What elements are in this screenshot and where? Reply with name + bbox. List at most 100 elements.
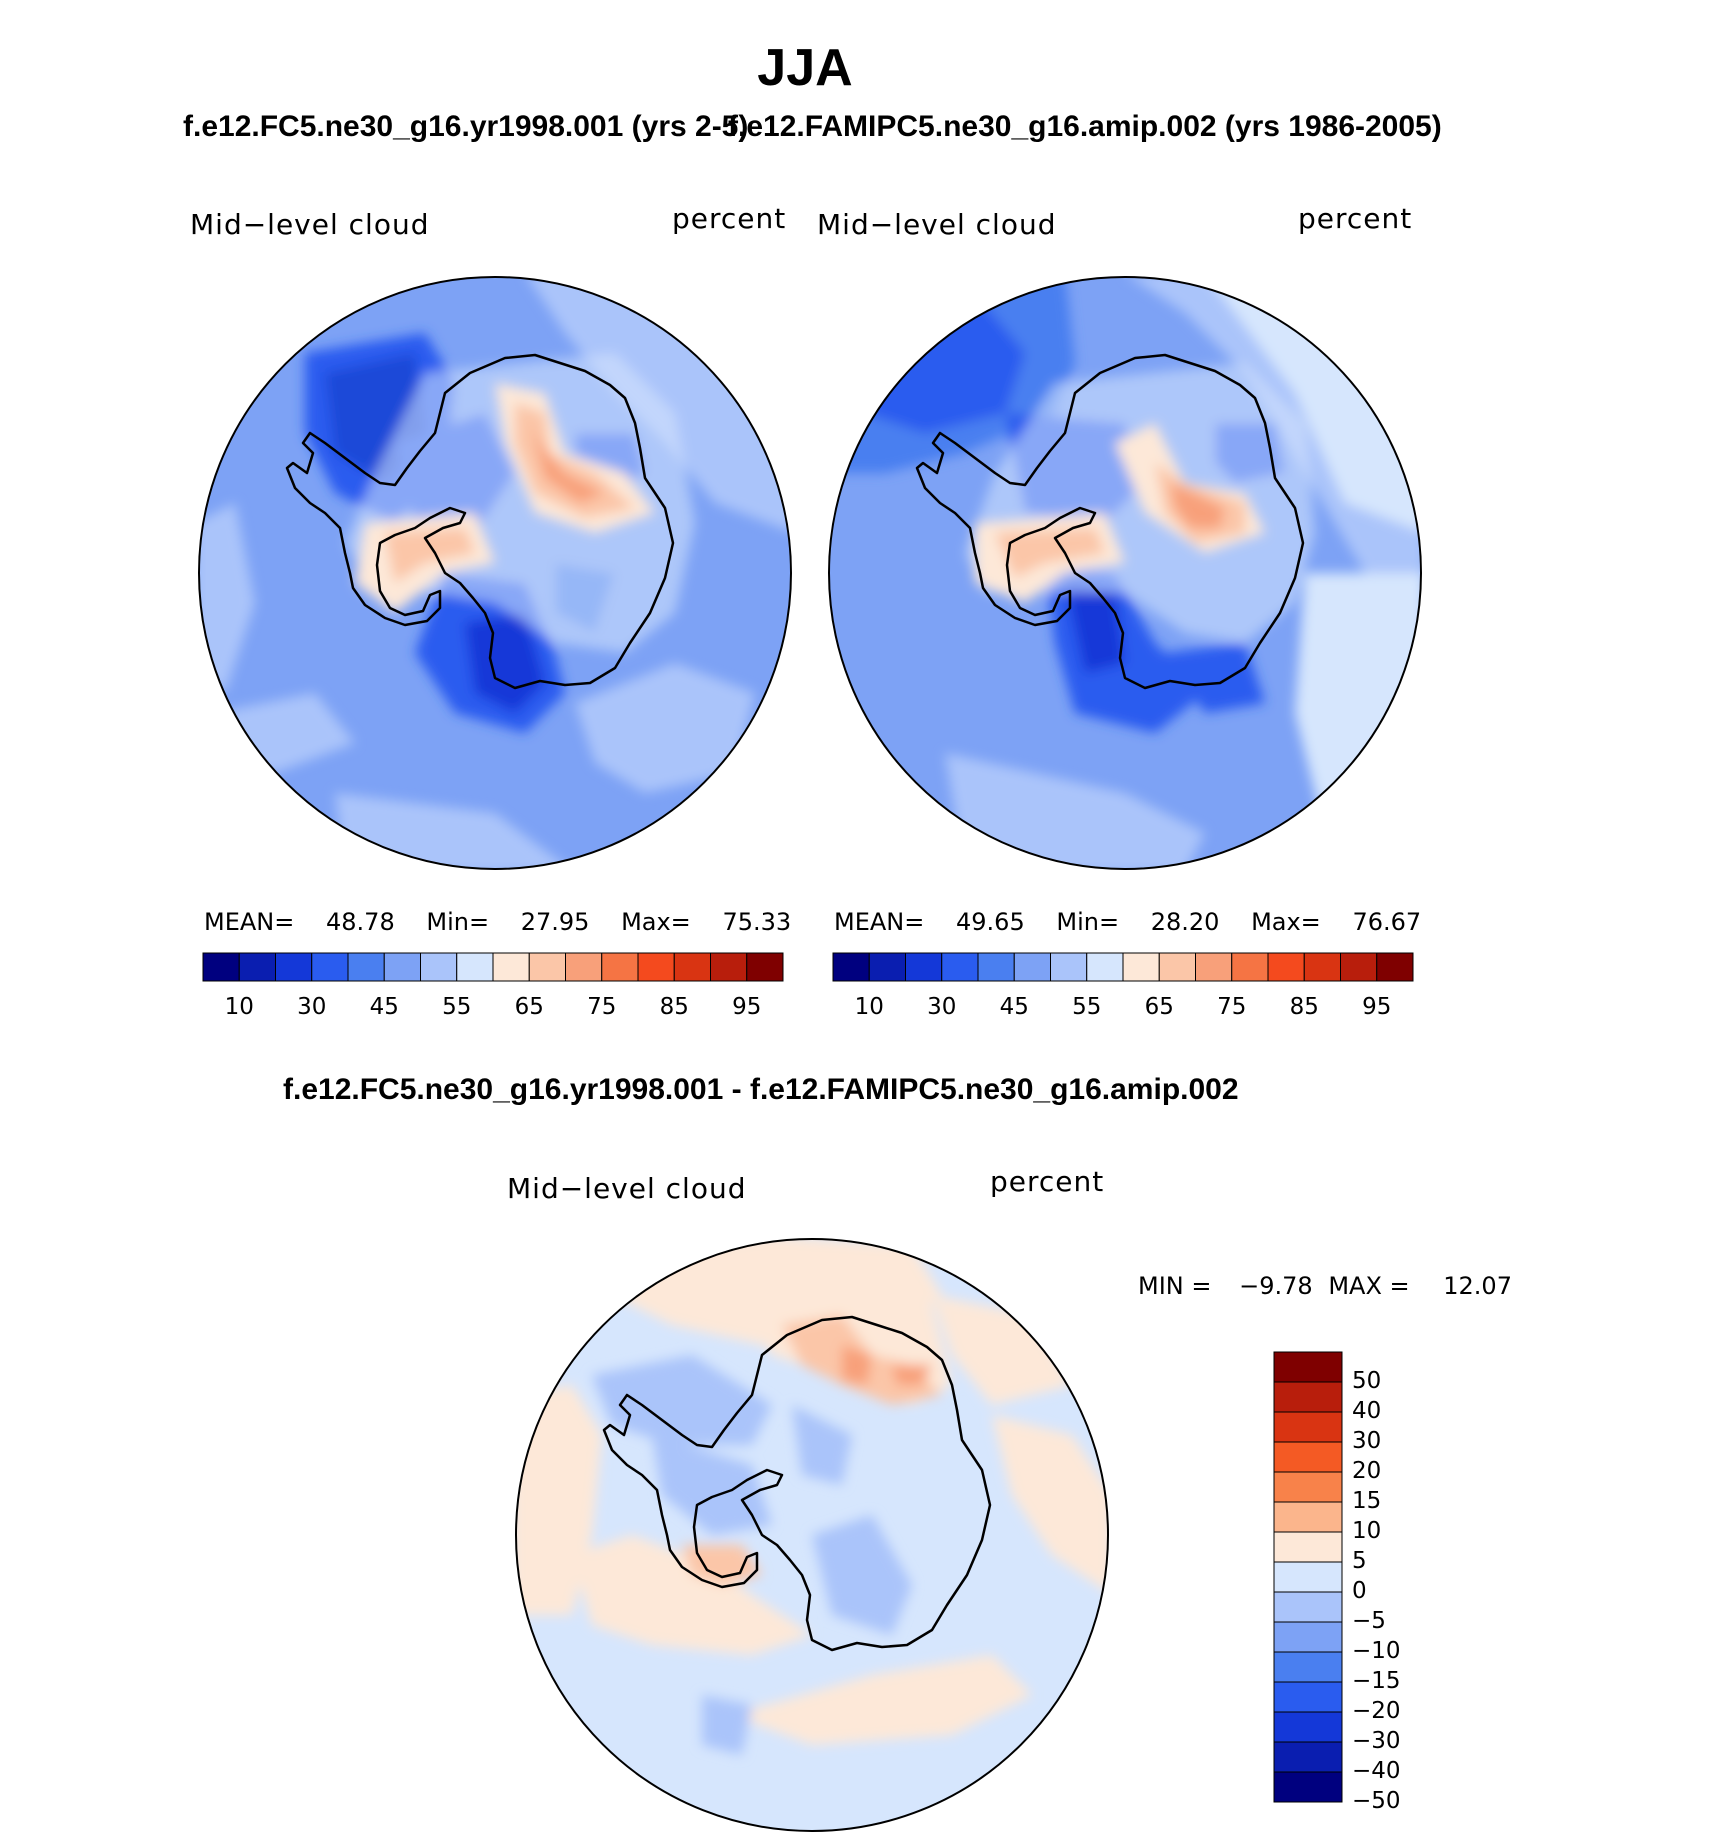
diff-map-field xyxy=(992,1415,1108,1595)
diff-map-field xyxy=(572,1535,812,1655)
colorbar-tick-label: 55 xyxy=(1072,994,1102,1020)
colorbar-swatch xyxy=(637,952,675,982)
colorbar-swatch xyxy=(1231,952,1269,982)
right-map-field xyxy=(945,753,1205,869)
colorbar-tick-label: 65 xyxy=(1144,994,1174,1020)
colorbar-tick-label: −15 xyxy=(1352,1668,1401,1694)
colorbar-swatch xyxy=(1086,952,1124,982)
colorbar-swatch xyxy=(1273,1531,1343,1563)
left-mean-label: MEAN= xyxy=(204,908,295,936)
colorbar-swatch xyxy=(941,952,979,982)
diff-map-field xyxy=(932,1295,1072,1405)
right-mean-label: MEAN= xyxy=(834,908,925,936)
right-colorbar xyxy=(832,952,1414,982)
colorbar-tick-label: 10 xyxy=(224,994,254,1020)
figure-title: JJA xyxy=(757,39,853,97)
colorbar-swatch xyxy=(673,952,711,982)
diff-map-field xyxy=(682,1545,762,1585)
colorbar-tick-label: 30 xyxy=(297,994,327,1020)
left-stats: MEAN= 48.78 Min= 27.95 Max= 75.33 xyxy=(204,908,791,936)
colorbar-swatch xyxy=(1303,952,1341,982)
left-min-label: Min= xyxy=(426,908,490,936)
colorbar-swatch xyxy=(1273,1711,1343,1743)
diff-map-field xyxy=(652,1435,772,1535)
colorbar-swatch xyxy=(202,952,240,982)
colorbar-swatch xyxy=(905,952,943,982)
colorbar-swatch xyxy=(1050,952,1088,982)
colorbar-swatch xyxy=(1267,952,1305,982)
right-units-label: percent xyxy=(1298,202,1413,235)
left-variable-label: Mid−level cloud xyxy=(190,208,430,241)
colorbar-tick-label: −40 xyxy=(1352,1758,1401,1784)
colorbar-swatch xyxy=(528,952,566,982)
diff-polar-map xyxy=(515,1238,1109,1832)
colorbar-tick-label: 45 xyxy=(369,994,399,1020)
colorbar-swatch xyxy=(1340,952,1378,982)
diff-map-field xyxy=(842,1345,872,1385)
colorbar-tick-label: 5 xyxy=(1352,1548,1367,1574)
colorbar-swatch xyxy=(492,952,530,982)
left-polar-map xyxy=(198,276,792,870)
colorbar-swatch xyxy=(238,952,276,982)
colorbar-swatch xyxy=(1273,1411,1343,1443)
colorbar-swatch xyxy=(420,952,458,982)
colorbar-swatch xyxy=(977,952,1015,982)
colorbar-tick-label: 30 xyxy=(927,994,957,1020)
colorbar-swatch xyxy=(1273,1351,1343,1383)
right-map-field xyxy=(1170,483,1225,528)
left-colorbar xyxy=(202,952,784,982)
diff-map-field xyxy=(732,1655,1032,1745)
colorbar-swatch xyxy=(1013,952,1051,982)
diff-antarctica-coastline xyxy=(602,1315,992,1652)
right-case-title: f.e12.FAMIPC5.ne30_g16.amip.002 (yrs 198… xyxy=(728,110,1442,143)
colorbar-swatch xyxy=(1273,1681,1343,1713)
colorbar-tick-label: 50 xyxy=(1352,1368,1382,1394)
colorbar-tick-label: 95 xyxy=(1362,994,1392,1020)
colorbar-swatch xyxy=(746,952,784,982)
diff-max-label: MAX = xyxy=(1328,1272,1410,1300)
colorbar-tick-label: 95 xyxy=(732,994,762,1020)
right-antarctica-coastline xyxy=(915,353,1305,690)
left-map-field xyxy=(530,423,605,503)
colorbar-swatch xyxy=(1273,1651,1343,1683)
left-mean-value: 48.78 xyxy=(326,908,395,936)
right-max-value: 76.67 xyxy=(1352,908,1422,936)
right-map-field xyxy=(995,528,1105,578)
colorbar-swatch xyxy=(868,952,906,982)
left-colorbar-ticks: 10 30 45 55 65 75 85 95 xyxy=(203,990,783,1020)
colorbar-tick-label: 75 xyxy=(587,994,617,1020)
diff-map-field xyxy=(812,1515,912,1635)
diff-variable-label: Mid−level cloud xyxy=(507,1172,747,1205)
diff-colorbar-ticks: 50 40 30 20 15 10 5 0 −5 −10 −15 −20 −30 −40 −50 xyxy=(1352,1352,1472,1814)
left-map-field xyxy=(575,663,755,793)
left-max-label: Max= xyxy=(621,908,691,936)
colorbar-tick-label: 55 xyxy=(442,994,472,1020)
diff-map-field xyxy=(892,1365,932,1385)
colorbar-swatch xyxy=(601,952,639,982)
diff-min-label: MIN = xyxy=(1138,1272,1212,1300)
colorbar-tick-label: −30 xyxy=(1352,1728,1401,1754)
colorbar-swatch xyxy=(1273,1621,1343,1653)
colorbar-swatch xyxy=(1273,1591,1343,1623)
colorbar-swatch xyxy=(832,952,870,982)
colorbar-tick-label: 30 xyxy=(1352,1428,1382,1454)
colorbar-tick-label: 65 xyxy=(514,994,544,1020)
diff-max-value: 12.07 xyxy=(1443,1272,1512,1300)
diff-minmax: MIN = −9.78 MAX = 12.07 xyxy=(1138,1272,1512,1300)
colorbar-tick-label: −20 xyxy=(1352,1698,1401,1724)
colorbar-tick-label: 20 xyxy=(1352,1458,1382,1484)
diff-colorbar xyxy=(1273,1351,1343,1803)
colorbar-swatch xyxy=(1195,952,1233,982)
left-map-field xyxy=(385,528,475,583)
colorbar-swatch xyxy=(1273,1741,1343,1773)
left-case-title: f.e12.FC5.ne30_g16.yr1998.001 (yrs 2-5) xyxy=(183,110,749,143)
colorbar-swatch xyxy=(1273,1771,1343,1803)
right-min-label: Min= xyxy=(1056,908,1120,936)
colorbar-swatch xyxy=(456,952,494,982)
colorbar-tick-label: 10 xyxy=(1352,1518,1382,1544)
colorbar-tick-label: 45 xyxy=(999,994,1029,1020)
colorbar-swatch xyxy=(1273,1441,1343,1473)
diff-units-label: percent xyxy=(990,1165,1105,1198)
left-min-value: 27.95 xyxy=(520,908,590,936)
colorbar-tick-label: −5 xyxy=(1352,1608,1386,1634)
